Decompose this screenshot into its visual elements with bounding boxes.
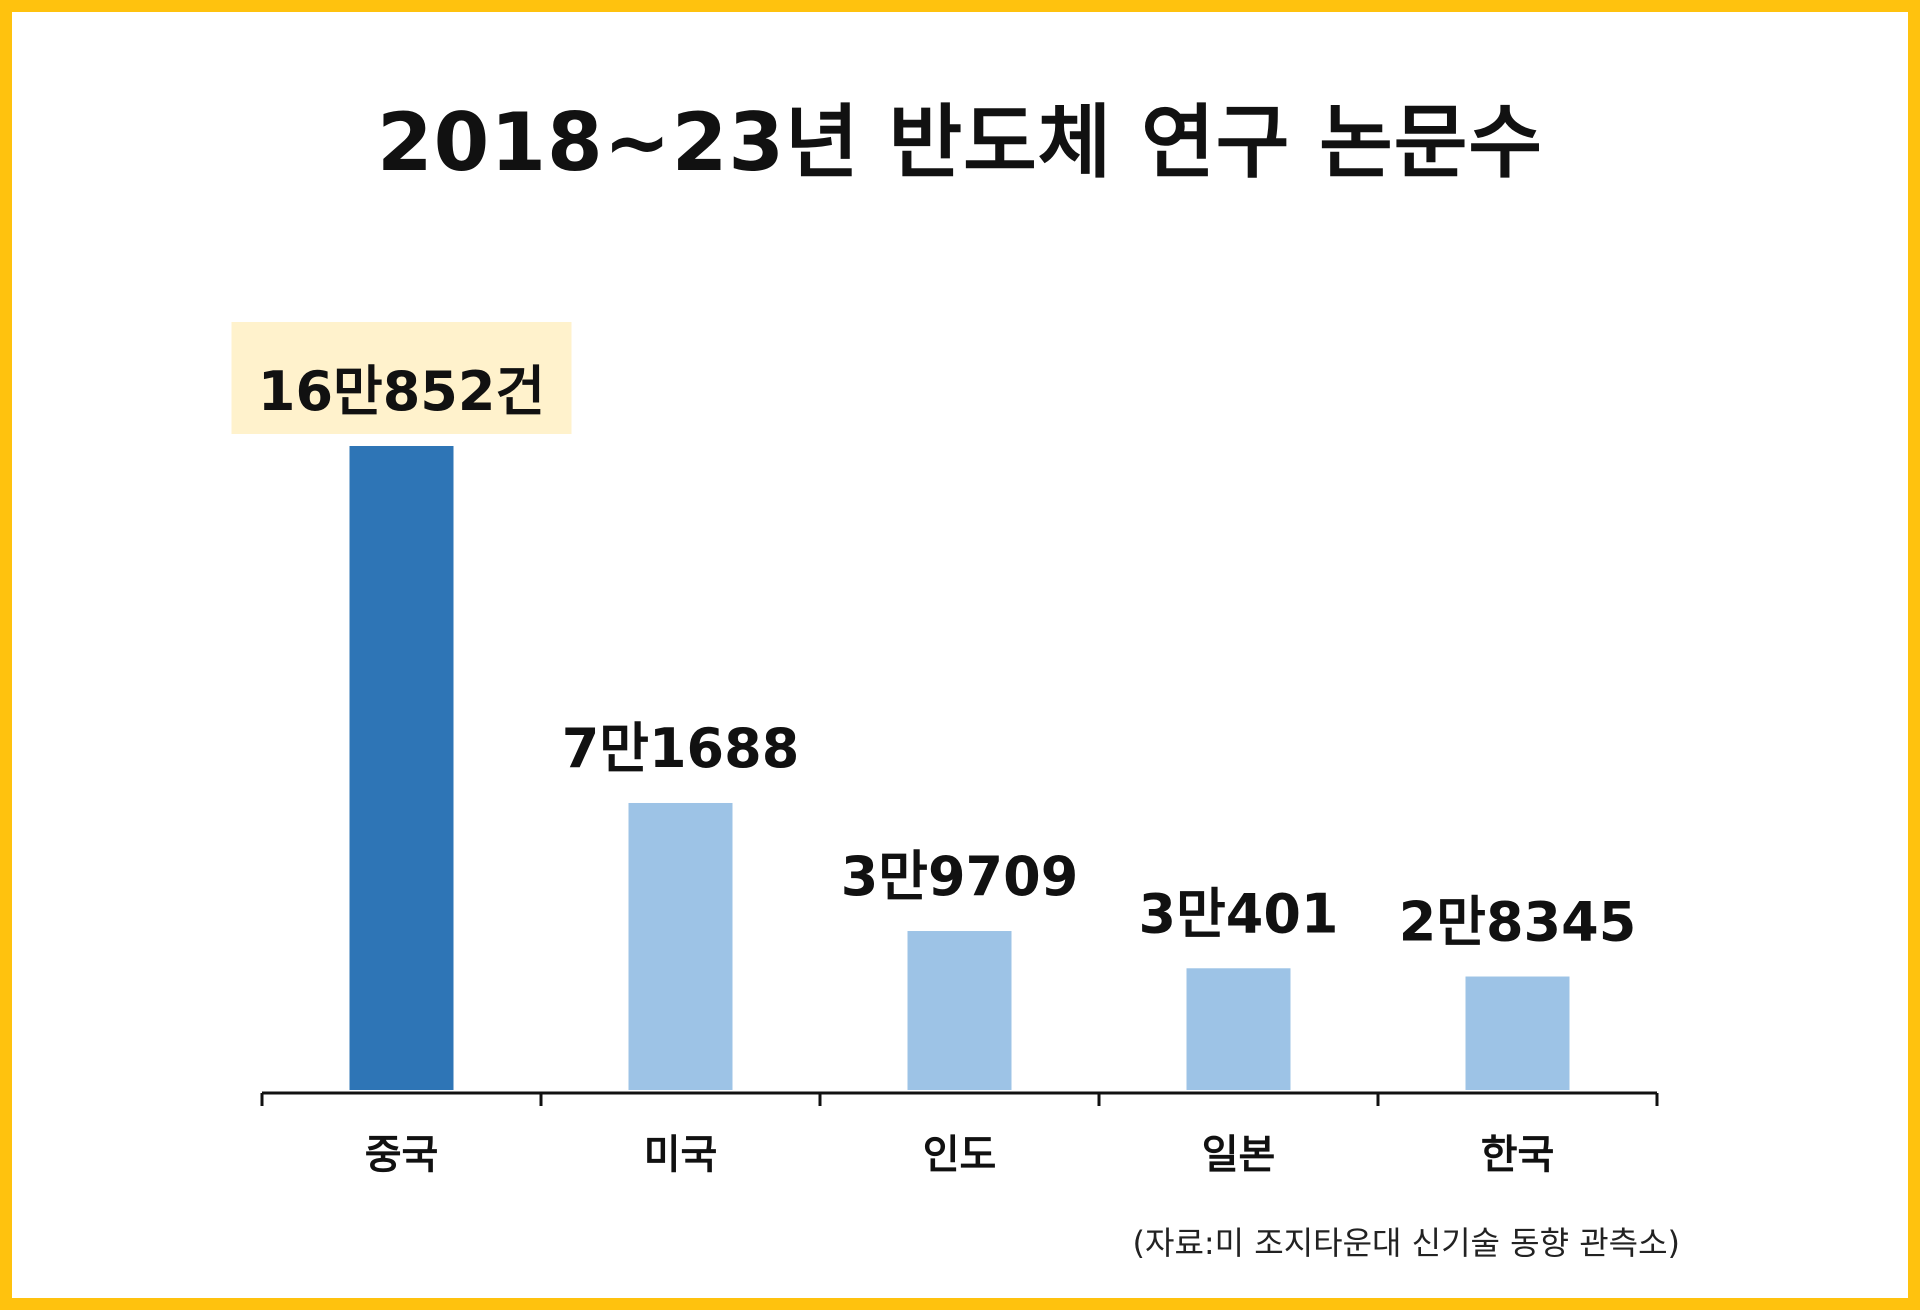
bar-1 bbox=[628, 802, 733, 1090]
category-label-0: 중국 bbox=[365, 1132, 439, 1178]
data-label-3: 3만401 bbox=[1139, 882, 1339, 945]
category-label-4: 한국 bbox=[1481, 1132, 1555, 1178]
bar-0 bbox=[349, 446, 454, 1090]
source-note: (자료:미 조지타운대 신기술 동향 관측소) bbox=[1132, 1224, 1680, 1262]
category-label-2: 인도 bbox=[923, 1132, 997, 1178]
bar-4 bbox=[1465, 976, 1570, 1090]
bar-3 bbox=[1186, 968, 1291, 1090]
data-label-0: 16만852건 bbox=[258, 360, 545, 423]
data-label-1: 7만1688 bbox=[562, 717, 800, 780]
category-label-3: 일본 bbox=[1202, 1132, 1276, 1178]
chart-title: 2018~23년 반도체 연구 논문수 bbox=[377, 96, 1543, 189]
data-label-4: 2만8345 bbox=[1399, 891, 1637, 954]
category-label-1: 미국 bbox=[644, 1132, 718, 1178]
bar-2 bbox=[907, 931, 1012, 1090]
data-label-highlight-bg bbox=[231, 322, 572, 434]
data-label-2: 3만9709 bbox=[841, 845, 1079, 908]
